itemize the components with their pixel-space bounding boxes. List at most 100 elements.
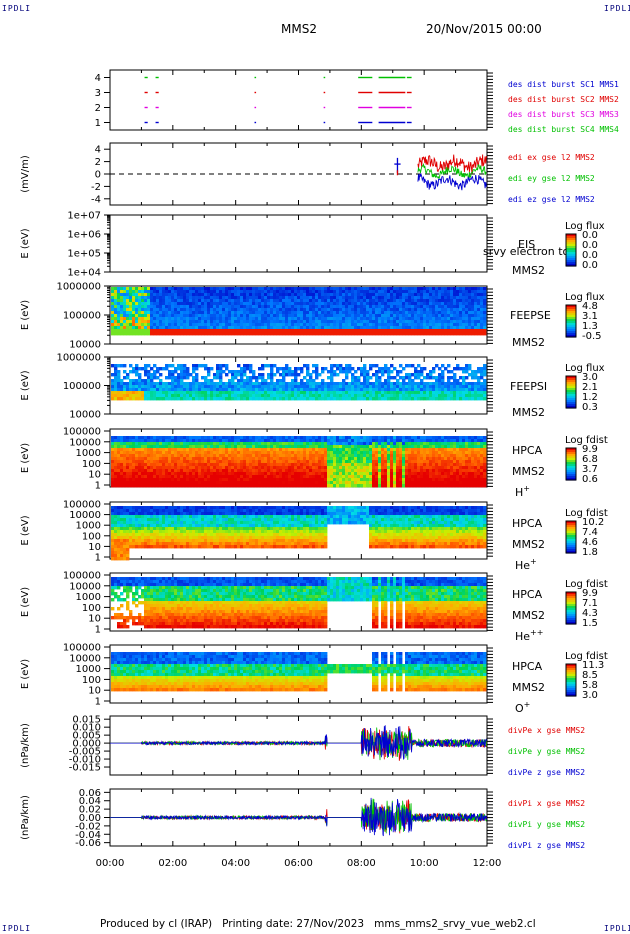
spectrogram-cell bbox=[201, 475, 205, 479]
spectrogram-cell bbox=[396, 332, 400, 336]
spectrogram-cell bbox=[393, 397, 397, 401]
spectrogram-cell bbox=[435, 302, 439, 306]
spectrogram-cell bbox=[342, 382, 346, 386]
right-ticks-edi bbox=[487, 145, 493, 205]
spectrogram-cell bbox=[441, 394, 445, 398]
spectrogram-cell bbox=[444, 385, 448, 389]
spectrogram-cell bbox=[258, 475, 262, 479]
spectrogram-cell bbox=[225, 290, 229, 294]
spectrogram-cell bbox=[114, 394, 118, 398]
spectrogram-cell bbox=[468, 382, 472, 386]
spectrogram-cell bbox=[198, 397, 202, 401]
spectrogram-cell bbox=[198, 314, 202, 318]
spectrogram-cell bbox=[204, 287, 208, 291]
spectrogram-cell bbox=[189, 323, 193, 327]
spectrogram-cell bbox=[294, 442, 298, 446]
spectrogram-cell bbox=[306, 385, 310, 389]
spectrogram-cell bbox=[117, 370, 121, 374]
spectrogram-cell bbox=[378, 293, 382, 297]
spectrogram-cell bbox=[243, 445, 247, 449]
spectrogram-cell bbox=[117, 364, 121, 368]
spectrogram-cell bbox=[240, 388, 244, 392]
spectrogram-cell bbox=[303, 484, 307, 488]
spectrogram-cell bbox=[438, 329, 442, 333]
spectrogram-cell bbox=[153, 317, 157, 321]
spectrogram-cell bbox=[342, 317, 346, 321]
edi-series-1 bbox=[417, 162, 487, 180]
spectrogram-cell bbox=[219, 460, 223, 464]
spectrogram-cell bbox=[231, 323, 235, 327]
spectrogram-cell bbox=[117, 320, 121, 324]
spectrogram-cell bbox=[432, 332, 436, 336]
spectrogram-cell bbox=[129, 397, 133, 401]
spectrogram-cell bbox=[339, 323, 343, 327]
spectrogram-cell bbox=[480, 370, 484, 374]
spectrogram-cell bbox=[195, 475, 199, 479]
spectrogram-cell bbox=[210, 439, 214, 443]
spectrogram-cell bbox=[447, 388, 451, 392]
spectrogram-cell bbox=[111, 463, 115, 467]
spectrogram-cell bbox=[174, 436, 178, 440]
spectrogram-cell bbox=[381, 326, 385, 330]
spectrogram-cell bbox=[165, 311, 169, 315]
spectrogram-cell bbox=[309, 457, 313, 461]
spectrogram-cell bbox=[282, 367, 286, 371]
spectrogram-cell bbox=[420, 326, 424, 330]
spectrogram-cell bbox=[198, 293, 202, 297]
spectrogram-cell bbox=[135, 296, 139, 300]
spectrogram-cell bbox=[249, 454, 253, 458]
spectrogram-cell bbox=[159, 442, 163, 446]
spectrogram-cell bbox=[156, 481, 160, 485]
spectrogram-cell bbox=[462, 367, 466, 371]
spectrogram-cell bbox=[225, 436, 229, 440]
instrument-name: FEEPSE bbox=[510, 309, 551, 322]
spectrogram-cell bbox=[156, 436, 160, 440]
spectrogram-cell bbox=[462, 376, 466, 380]
spectrogram-cell bbox=[144, 484, 148, 488]
spectrogram-cell bbox=[168, 376, 172, 380]
spectrogram-cell bbox=[123, 293, 127, 297]
spectrogram-cell bbox=[228, 332, 232, 336]
spectrogram-cell bbox=[177, 463, 181, 467]
spectrogram-cell bbox=[393, 382, 397, 386]
spectrogram-cell bbox=[279, 460, 283, 464]
spectrogram-cell bbox=[345, 311, 349, 315]
spectrogram-cell bbox=[471, 332, 475, 336]
spectrogram-cell bbox=[381, 382, 385, 386]
spectrogram-cell bbox=[456, 317, 460, 321]
spectrogram-cell bbox=[225, 391, 229, 395]
spectrogram-cell bbox=[291, 454, 295, 458]
spectrogram-cell bbox=[309, 373, 313, 377]
spectrogram-cell bbox=[216, 317, 220, 321]
spectrogram-cell bbox=[396, 382, 400, 386]
spectrogram-cell bbox=[165, 293, 169, 297]
spectrogram-cell bbox=[162, 367, 166, 371]
spectrogram-cell bbox=[408, 287, 412, 291]
spectrogram-cell bbox=[357, 329, 361, 333]
spectrogram-cell bbox=[270, 332, 274, 336]
spectrogram-cell bbox=[123, 302, 127, 306]
spectrogram-cell bbox=[249, 311, 253, 315]
spectrogram-cell bbox=[315, 481, 319, 485]
spectrogram-cell bbox=[468, 305, 472, 309]
spectrogram-cell bbox=[219, 314, 223, 318]
spectrogram-cell bbox=[303, 463, 307, 467]
spectrogram-cell bbox=[120, 314, 124, 318]
spectrogram-cell bbox=[171, 457, 175, 461]
spectrogram-cell bbox=[468, 397, 472, 401]
spectrogram-cell bbox=[141, 442, 145, 446]
spectrogram-cell bbox=[288, 317, 292, 321]
spectrogram-cell bbox=[375, 332, 379, 336]
spectrogram-cell bbox=[426, 382, 430, 386]
spectrogram-cell bbox=[138, 367, 142, 371]
spectrogram-cell bbox=[111, 373, 115, 377]
spectrogram-cell bbox=[255, 293, 259, 297]
spectrogram-cell bbox=[114, 454, 118, 458]
spectrogram-cell bbox=[114, 388, 118, 392]
spectrogram-cell bbox=[201, 481, 205, 485]
spectrogram-cell bbox=[270, 484, 274, 488]
spectrogram-cell bbox=[147, 308, 151, 312]
spectrogram-cell bbox=[138, 445, 142, 449]
spectrogram-cell bbox=[381, 391, 385, 395]
spectrogram-cell bbox=[315, 454, 319, 458]
